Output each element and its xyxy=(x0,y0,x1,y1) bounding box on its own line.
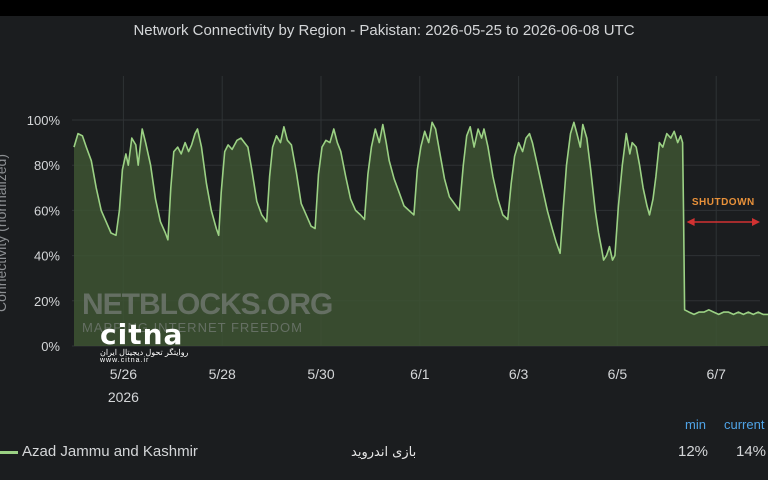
legend-series-label[interactable]: Azad Jammu and Kashmir xyxy=(22,443,198,460)
x-tick-label: 5/26 xyxy=(110,366,137,382)
x-tick-label: 6/3 xyxy=(509,366,529,382)
y-tick-label: 100% xyxy=(27,113,61,128)
legend-current-value: 14% xyxy=(736,443,767,460)
legend-swatch xyxy=(0,451,18,454)
y-tick-label: 60% xyxy=(34,203,60,218)
shutdown-arrow-left xyxy=(686,217,695,226)
y-tick-label: 40% xyxy=(34,249,60,264)
legend-min-header[interactable]: min xyxy=(685,417,706,432)
y-tick-label: 80% xyxy=(34,158,60,173)
logo-url: www.citna.ir xyxy=(100,357,150,364)
citna-logo: citna روایتگر تحول دیجیتال ایران www.cit… xyxy=(100,318,188,364)
x-tick-label: 6/5 xyxy=(608,366,628,382)
legend-row[interactable]: Azad Jammu and Kashmir 12% 14% xyxy=(0,441,768,467)
logo-name: citna xyxy=(100,318,184,351)
shutdown-arrow-right xyxy=(752,217,760,226)
x-tick-label: 6/1 xyxy=(410,366,430,382)
shutdown-label: SHUTDOWN xyxy=(692,197,755,208)
legend-current-header[interactable]: current xyxy=(724,417,765,432)
y-axis-title: Connectivity (normalized) xyxy=(0,154,9,312)
netblocks-watermark: NETBLOCKS.ORG MAPPING INTERNET FREEDOM xyxy=(82,288,333,335)
logo-subtitle: روایتگر تحول دیجیتال ایران xyxy=(100,348,189,357)
legend-min-value: 12% xyxy=(678,443,709,460)
watermark-brand: NETBLOCKS.ORG xyxy=(82,288,333,321)
series-line xyxy=(73,121,768,316)
x-tick-label: 5/30 xyxy=(307,366,334,382)
x-tick-label: 6/7 xyxy=(706,366,726,382)
connectivity-chart: 0% 20% 40% 60% 80% 100% 5/26 5/28 5/30 6/1 6/3 6/5 6… xyxy=(0,76,768,405)
chart-title: Network Connectivity by Region - Pakista… xyxy=(133,22,635,39)
watermark-tagline: MAPPING INTERNET FREEDOM xyxy=(82,320,303,335)
x-year-label: 2026 xyxy=(108,389,139,405)
x-tick-label: 5/28 xyxy=(209,366,236,382)
overlay-caption: بازی اندروید xyxy=(351,445,417,460)
y-tick-label: 20% xyxy=(34,294,60,309)
y-tick-label: 0% xyxy=(41,339,60,354)
series-area xyxy=(74,122,768,346)
